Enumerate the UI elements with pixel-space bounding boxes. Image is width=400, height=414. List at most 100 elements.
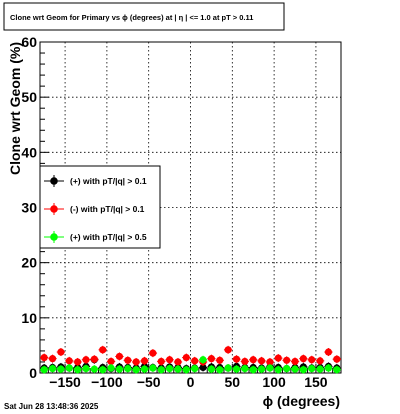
data-point (274, 354, 282, 362)
y-tick-label: 60 (21, 34, 37, 50)
data-point (291, 365, 299, 373)
data-point (191, 364, 199, 373)
x-tick-label: −50 (137, 374, 161, 390)
x-tick-label: 0 (187, 374, 195, 390)
data-point (291, 357, 299, 366)
y-tick-label: 10 (21, 310, 37, 326)
data-point (99, 366, 107, 374)
x-axis-title: ϕ (degrees) (263, 393, 340, 409)
data-point (149, 349, 157, 357)
data-point (65, 364, 73, 372)
legend-box (39, 165, 161, 249)
data-point (48, 355, 57, 363)
data-point (274, 366, 282, 374)
data-point (182, 353, 190, 362)
data-point (316, 357, 324, 365)
data-point (207, 365, 216, 373)
data-point (199, 363, 207, 372)
data-point (324, 364, 333, 372)
footer-timestamp: Sat Jun 28 13:48:36 2025 (4, 402, 99, 411)
data-point (132, 366, 140, 374)
data-point (249, 366, 257, 374)
legend-entry: (+) with pT/|q| > 0.1 (70, 176, 147, 186)
data-point (257, 365, 266, 373)
data-points (40, 345, 341, 374)
series-3 (40, 355, 341, 374)
data-point (82, 356, 90, 364)
data-point (90, 355, 98, 363)
data-point (224, 364, 232, 372)
y-axis: 0 10 20 30 40 50 60 (21, 34, 49, 381)
data-point (232, 355, 241, 363)
data-point (115, 365, 124, 373)
data-point (241, 364, 249, 373)
data-point (165, 364, 174, 373)
data-point (308, 356, 316, 364)
x-axis: −150 −100 −50 0 50 100 150 (39, 364, 342, 390)
data-point (115, 352, 124, 361)
x-tick-label: −100 (91, 374, 123, 390)
y-axis-title: Clone wrt Geom (%) (7, 42, 23, 175)
data-point (90, 365, 98, 373)
data-point (207, 355, 216, 363)
data-point (324, 348, 333, 356)
chart-title: Clone wrt Geom for Primary vs ϕ (degrees… (10, 13, 253, 22)
data-point (165, 356, 174, 364)
data-point (232, 365, 241, 373)
data-point (224, 346, 232, 354)
data-point (107, 357, 115, 366)
data-point (333, 355, 341, 363)
data-point (132, 358, 140, 366)
legend-entry: (-) with pT/|q| > 0.1 (70, 204, 145, 214)
data-point (199, 356, 207, 364)
data-point (57, 348, 65, 356)
x-tick-label: 150 (304, 374, 328, 390)
data-point (174, 365, 182, 373)
data-point (74, 366, 82, 374)
data-point (57, 365, 65, 373)
series-2 (40, 345, 341, 366)
legend-marker (50, 205, 58, 213)
y-tick-label: 0 (29, 365, 37, 381)
data-point (157, 357, 165, 366)
data-point (333, 366, 341, 374)
data-point (124, 356, 132, 364)
data-point (48, 364, 57, 373)
legend-marker (50, 233, 58, 241)
data-point (74, 358, 82, 366)
data-point (216, 366, 224, 374)
legend-marker (50, 177, 58, 185)
data-point (174, 358, 182, 366)
y-tick-label: 20 (21, 255, 37, 271)
data-point (316, 365, 324, 373)
legend-entry: (+) with pT/|q| > 0.5 (70, 232, 147, 242)
data-point (216, 356, 224, 364)
data-point (157, 366, 165, 374)
data-point (191, 357, 199, 365)
data-point (182, 366, 190, 374)
data-point (140, 365, 149, 373)
data-point (107, 364, 115, 372)
data-point (299, 355, 307, 363)
data-point (299, 366, 307, 374)
data-point (266, 358, 274, 366)
data-point (40, 353, 48, 362)
data-point (241, 357, 249, 366)
data-point (257, 357, 266, 365)
x-tick-label: 100 (262, 374, 286, 390)
y-tick-label: 50 (21, 89, 37, 105)
data-point (140, 357, 149, 365)
data-point (249, 356, 257, 364)
data-point (40, 366, 48, 374)
data-point (124, 364, 132, 373)
data-point (149, 364, 157, 372)
data-point (65, 357, 73, 365)
data-point (82, 364, 90, 373)
data-point (99, 346, 107, 354)
x-tick-label: −150 (49, 374, 81, 390)
legend: (+) with pT/|q| > 0.1 (-) with pT/|q| > 0… (39, 165, 161, 249)
data-point (283, 364, 291, 373)
data-point (266, 364, 274, 372)
data-point (283, 356, 291, 364)
